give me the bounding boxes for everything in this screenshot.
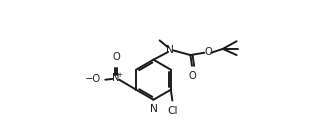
Text: O: O — [204, 47, 212, 57]
Text: Cl: Cl — [168, 106, 178, 116]
Text: N: N — [112, 73, 119, 83]
Text: N: N — [150, 104, 157, 114]
Text: −O: −O — [85, 74, 101, 84]
Text: N: N — [167, 45, 174, 55]
Text: +: + — [116, 72, 122, 78]
Text: O: O — [189, 71, 196, 81]
Text: O: O — [112, 52, 120, 62]
